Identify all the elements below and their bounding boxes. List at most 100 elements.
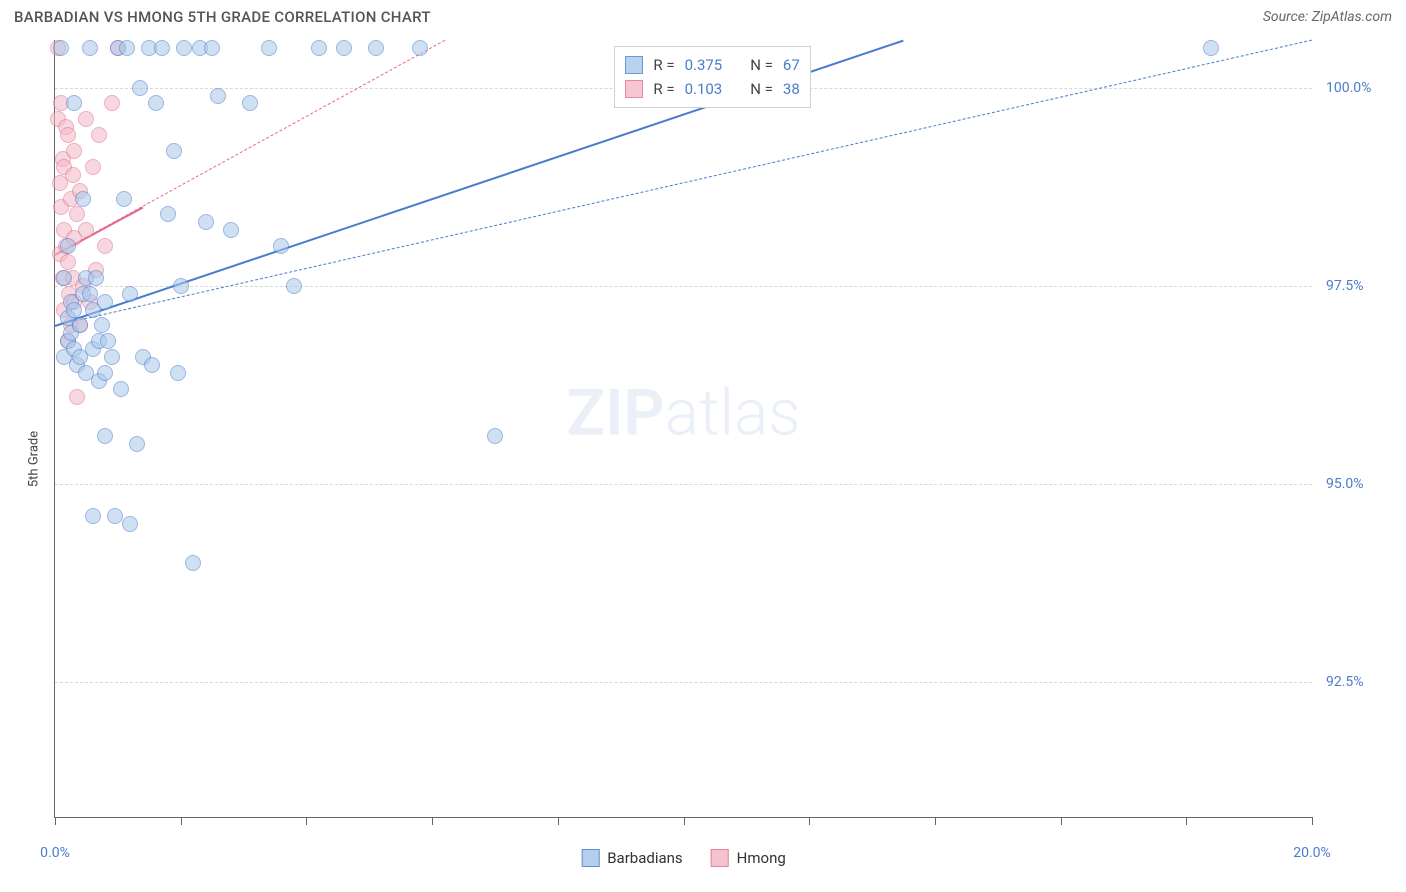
- x-tick: [809, 817, 810, 825]
- data-point: [85, 508, 101, 524]
- legend-swatch: [625, 80, 643, 98]
- x-tick: [1312, 817, 1313, 825]
- data-point: [97, 428, 113, 444]
- data-point: [66, 302, 82, 318]
- data-point: [97, 365, 113, 381]
- data-point: [75, 191, 91, 207]
- data-point: [82, 286, 98, 302]
- legend-swatch: [581, 849, 599, 867]
- data-point: [56, 270, 72, 286]
- data-point: [78, 111, 94, 127]
- legend-r-value: 0.375: [685, 53, 723, 77]
- watermark-light: atlas: [665, 375, 801, 450]
- data-point: [60, 127, 76, 143]
- data-point: [69, 206, 85, 222]
- legend-row: R = 0.103 N = 38: [625, 77, 799, 101]
- x-tick: [55, 817, 56, 825]
- data-point: [100, 333, 116, 349]
- y-tick-label: 95.0%: [1326, 476, 1364, 492]
- series-label: Hmong: [737, 849, 786, 867]
- data-point: [88, 270, 104, 286]
- data-point: [119, 40, 135, 56]
- x-tick: [1186, 817, 1187, 825]
- watermark: ZIPatlas: [566, 375, 800, 450]
- series-legend-item: Barbadians: [581, 849, 682, 867]
- x-tick: [181, 817, 182, 825]
- data-point: [311, 40, 327, 56]
- data-point: [223, 222, 239, 238]
- data-point: [154, 40, 170, 56]
- data-point: [160, 206, 176, 222]
- gridline: [55, 682, 1312, 683]
- series-legend-item: Hmong: [711, 849, 786, 867]
- data-point: [94, 317, 110, 333]
- data-point: [173, 278, 189, 294]
- data-point: [60, 254, 76, 270]
- x-tick: [558, 817, 559, 825]
- x-tick: [1061, 817, 1062, 825]
- data-point: [204, 40, 220, 56]
- legend-n-value: 38: [783, 77, 800, 101]
- data-point: [368, 40, 384, 56]
- data-point: [72, 317, 88, 333]
- x-tick-label: 20.0%: [1293, 845, 1331, 861]
- data-point: [53, 40, 69, 56]
- legend-r-label: R =: [653, 77, 674, 101]
- plot-region: ZIPatlas 92.5%95.0%97.5%100.0%0.0%20.0%R…: [54, 40, 1312, 818]
- data-point: [69, 389, 85, 405]
- data-point: [107, 508, 123, 524]
- y-tick-label: 92.5%: [1326, 674, 1364, 690]
- data-point: [122, 516, 138, 532]
- x-tick: [432, 817, 433, 825]
- data-point: [336, 40, 352, 56]
- data-point: [210, 88, 226, 104]
- chart-header: BARBADIAN VS HMONG 5TH GRADE CORRELATION…: [0, 0, 1406, 30]
- legend-r-label: R =: [653, 53, 674, 77]
- x-tick: [306, 817, 307, 825]
- data-point: [198, 214, 214, 230]
- series-legend: Barbadians Hmong: [581, 849, 786, 867]
- data-point: [97, 238, 113, 254]
- chart-source: Source: ZipAtlas.com: [1263, 9, 1392, 25]
- chart-area: 5th Grade ZIPatlas 92.5%95.0%97.5%100.0%…: [14, 40, 1392, 878]
- data-point: [132, 80, 148, 96]
- data-point: [286, 278, 302, 294]
- y-axis-title: 5th Grade: [27, 431, 42, 487]
- legend-r-value: 0.103: [685, 77, 723, 101]
- data-point: [261, 40, 277, 56]
- data-point: [273, 238, 289, 254]
- correlation-legend: R = 0.375 N = 67 R = 0.103 N = 38: [614, 46, 810, 108]
- data-point: [78, 222, 94, 238]
- gridline: [55, 286, 1312, 287]
- data-point: [82, 40, 98, 56]
- x-tick: [684, 817, 685, 825]
- data-point: [85, 159, 101, 175]
- data-point: [129, 436, 145, 452]
- data-point: [176, 40, 192, 56]
- data-point: [487, 428, 503, 444]
- gridline: [55, 484, 1312, 485]
- data-point: [113, 381, 129, 397]
- watermark-bold: ZIP: [566, 375, 664, 450]
- data-point: [166, 143, 182, 159]
- series-label: Barbadians: [607, 849, 682, 867]
- legend-n-label: N =: [750, 77, 773, 101]
- data-point: [116, 191, 132, 207]
- legend-n-value: 67: [783, 53, 800, 77]
- data-point: [185, 555, 201, 571]
- data-point: [97, 294, 113, 310]
- data-point: [104, 349, 120, 365]
- data-point: [66, 143, 82, 159]
- data-point: [66, 95, 82, 111]
- data-point: [412, 40, 428, 56]
- x-tick-label: 0.0%: [40, 845, 70, 861]
- data-point: [144, 357, 160, 373]
- data-point: [242, 95, 258, 111]
- legend-n-label: N =: [750, 53, 773, 77]
- chart-title: BARBADIAN VS HMONG 5TH GRADE CORRELATION…: [14, 8, 431, 26]
- data-point: [91, 127, 107, 143]
- data-point: [65, 167, 81, 183]
- y-tick-label: 100.0%: [1326, 80, 1371, 96]
- x-tick: [935, 817, 936, 825]
- legend-row: R = 0.375 N = 67: [625, 53, 799, 77]
